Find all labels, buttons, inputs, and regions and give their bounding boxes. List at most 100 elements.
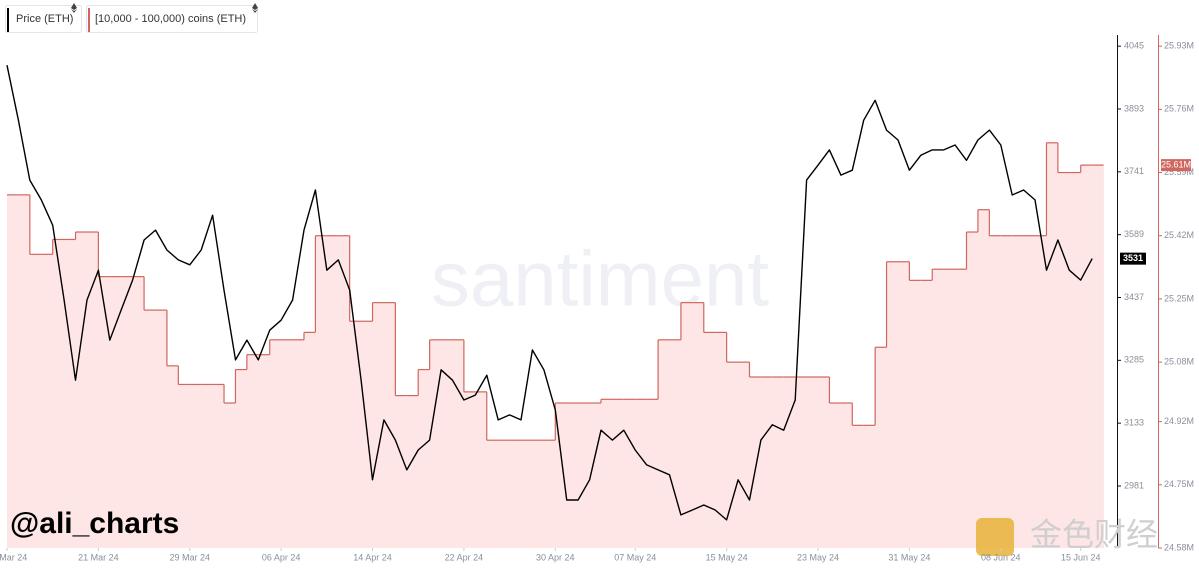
area-step — [543, 440, 556, 548]
logo-icon — [976, 518, 1014, 556]
area-step — [121, 276, 133, 548]
area-step — [338, 235, 350, 548]
area-step — [692, 302, 705, 548]
x-tick-label: 13 Mar 24 — [0, 552, 27, 562]
y2-tick-label: 25.08M — [1164, 357, 1194, 367]
area-step — [212, 384, 225, 548]
area-step — [612, 399, 625, 548]
area-step — [281, 339, 293, 548]
area-step — [258, 354, 271, 548]
area-step — [920, 280, 933, 548]
x-tick-label: 23 May 24 — [797, 552, 839, 562]
area-step — [772, 377, 785, 548]
area-step — [326, 235, 339, 548]
y2-tick-label: 24.58M — [1164, 542, 1194, 552]
area-step — [726, 362, 739, 548]
x-tick-label: 06 Apr 24 — [262, 552, 301, 562]
area-step — [41, 254, 53, 548]
legend-swatch — [88, 8, 90, 32]
legend-label: Price (ETH) — [16, 13, 73, 25]
area-step — [18, 194, 31, 548]
area-step — [246, 354, 259, 548]
area-step — [829, 403, 842, 548]
area-step — [680, 302, 693, 548]
y2-tick-label: 25.76M — [1164, 104, 1194, 114]
y2-tick-label: 25.93M — [1164, 41, 1194, 51]
watermark: santiment — [431, 235, 769, 323]
area-step — [292, 339, 305, 548]
last-value-label: 25.61M — [1161, 159, 1191, 169]
y-tick-label: 3589 — [1124, 229, 1144, 239]
area-step — [235, 369, 248, 548]
area-step — [509, 440, 522, 548]
x-tick-label: 29 Mar 24 — [169, 552, 210, 562]
legend-swatch — [7, 8, 9, 32]
area-step — [840, 403, 853, 548]
area-step — [64, 239, 76, 548]
eth-icon — [71, 3, 77, 13]
x-tick-label: 07 May 24 — [614, 552, 656, 562]
area-step — [189, 384, 202, 548]
area-step — [1012, 235, 1024, 548]
area-step — [863, 425, 876, 548]
legend-label: [10,000 - 100,000) coins (ETH) — [95, 13, 246, 25]
y2-tick-label: 24.75M — [1164, 479, 1194, 489]
area-step — [795, 377, 807, 548]
author-handle: @ali_charts — [10, 507, 179, 540]
area-step — [658, 339, 670, 548]
logo-text: 金色财经 — [1030, 516, 1158, 552]
y-tick-label: 3893 — [1124, 103, 1144, 113]
area-step — [178, 384, 191, 548]
y-tick-label: 2981 — [1124, 480, 1144, 490]
last-value-label: 3531 — [1123, 253, 1143, 263]
x-tick-label: 08 Jun 24 — [981, 552, 1021, 562]
area-step — [7, 194, 19, 548]
y-tick-label: 3133 — [1124, 418, 1144, 428]
area-step — [578, 403, 590, 548]
area-step — [155, 310, 168, 548]
area-step — [989, 235, 1002, 548]
area-step — [566, 403, 579, 548]
area-step — [144, 310, 156, 548]
area-step — [224, 403, 236, 548]
area-step — [703, 332, 716, 548]
x-tick-label: 21 Mar 24 — [78, 552, 119, 562]
x-tick-label: 30 Apr 24 — [536, 552, 575, 562]
area-step — [760, 377, 773, 548]
area-step — [429, 339, 442, 548]
area-step — [943, 269, 956, 548]
area-step — [269, 339, 282, 548]
area-step — [132, 276, 145, 548]
x-tick-label: 14 Apr 24 — [353, 552, 392, 562]
area-step — [372, 302, 385, 548]
area-step — [406, 395, 419, 548]
area-step — [635, 399, 647, 548]
area-step — [1069, 172, 1082, 549]
area-step — [589, 403, 602, 548]
legend: Price (ETH) [10,000 - 100,000) coins (ET… — [5, 3, 258, 33]
area-step — [909, 280, 922, 548]
area-step — [1092, 165, 1104, 548]
y-tick-label: 3741 — [1124, 166, 1144, 176]
area-step — [486, 440, 499, 548]
area-step — [749, 377, 762, 548]
legend-box — [5, 5, 82, 33]
area-step — [783, 377, 796, 548]
area-step — [852, 425, 865, 548]
area-step — [418, 369, 430, 548]
area-step — [166, 365, 179, 548]
logo: 金色财经 — [976, 516, 1158, 556]
area-step — [886, 261, 899, 548]
area-step — [955, 269, 967, 548]
area-step — [1000, 235, 1013, 548]
area-step — [475, 391, 488, 548]
eth-icon — [252, 3, 258, 13]
area-step — [806, 377, 819, 548]
last-value-tag — [1161, 159, 1191, 172]
area-step — [715, 332, 727, 548]
area-step — [1080, 165, 1093, 548]
y2-tick-label: 25.42M — [1164, 230, 1194, 240]
area-step — [738, 362, 750, 548]
area-step — [395, 395, 408, 548]
